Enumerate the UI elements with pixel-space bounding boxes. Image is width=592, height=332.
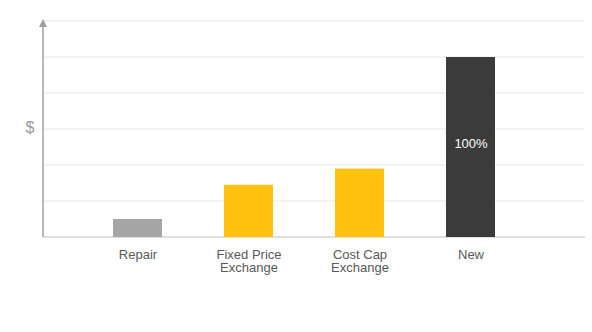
svg-text:New: New — [458, 247, 485, 262]
svg-text:100%: 100% — [454, 136, 488, 151]
svg-text:Fixed PriceExchange: Fixed PriceExchange — [216, 247, 281, 275]
svg-text:Cost CapExchange: Cost CapExchange — [331, 247, 389, 275]
svg-text:Repair: Repair — [119, 247, 158, 262]
svg-text:$: $ — [26, 119, 35, 136]
